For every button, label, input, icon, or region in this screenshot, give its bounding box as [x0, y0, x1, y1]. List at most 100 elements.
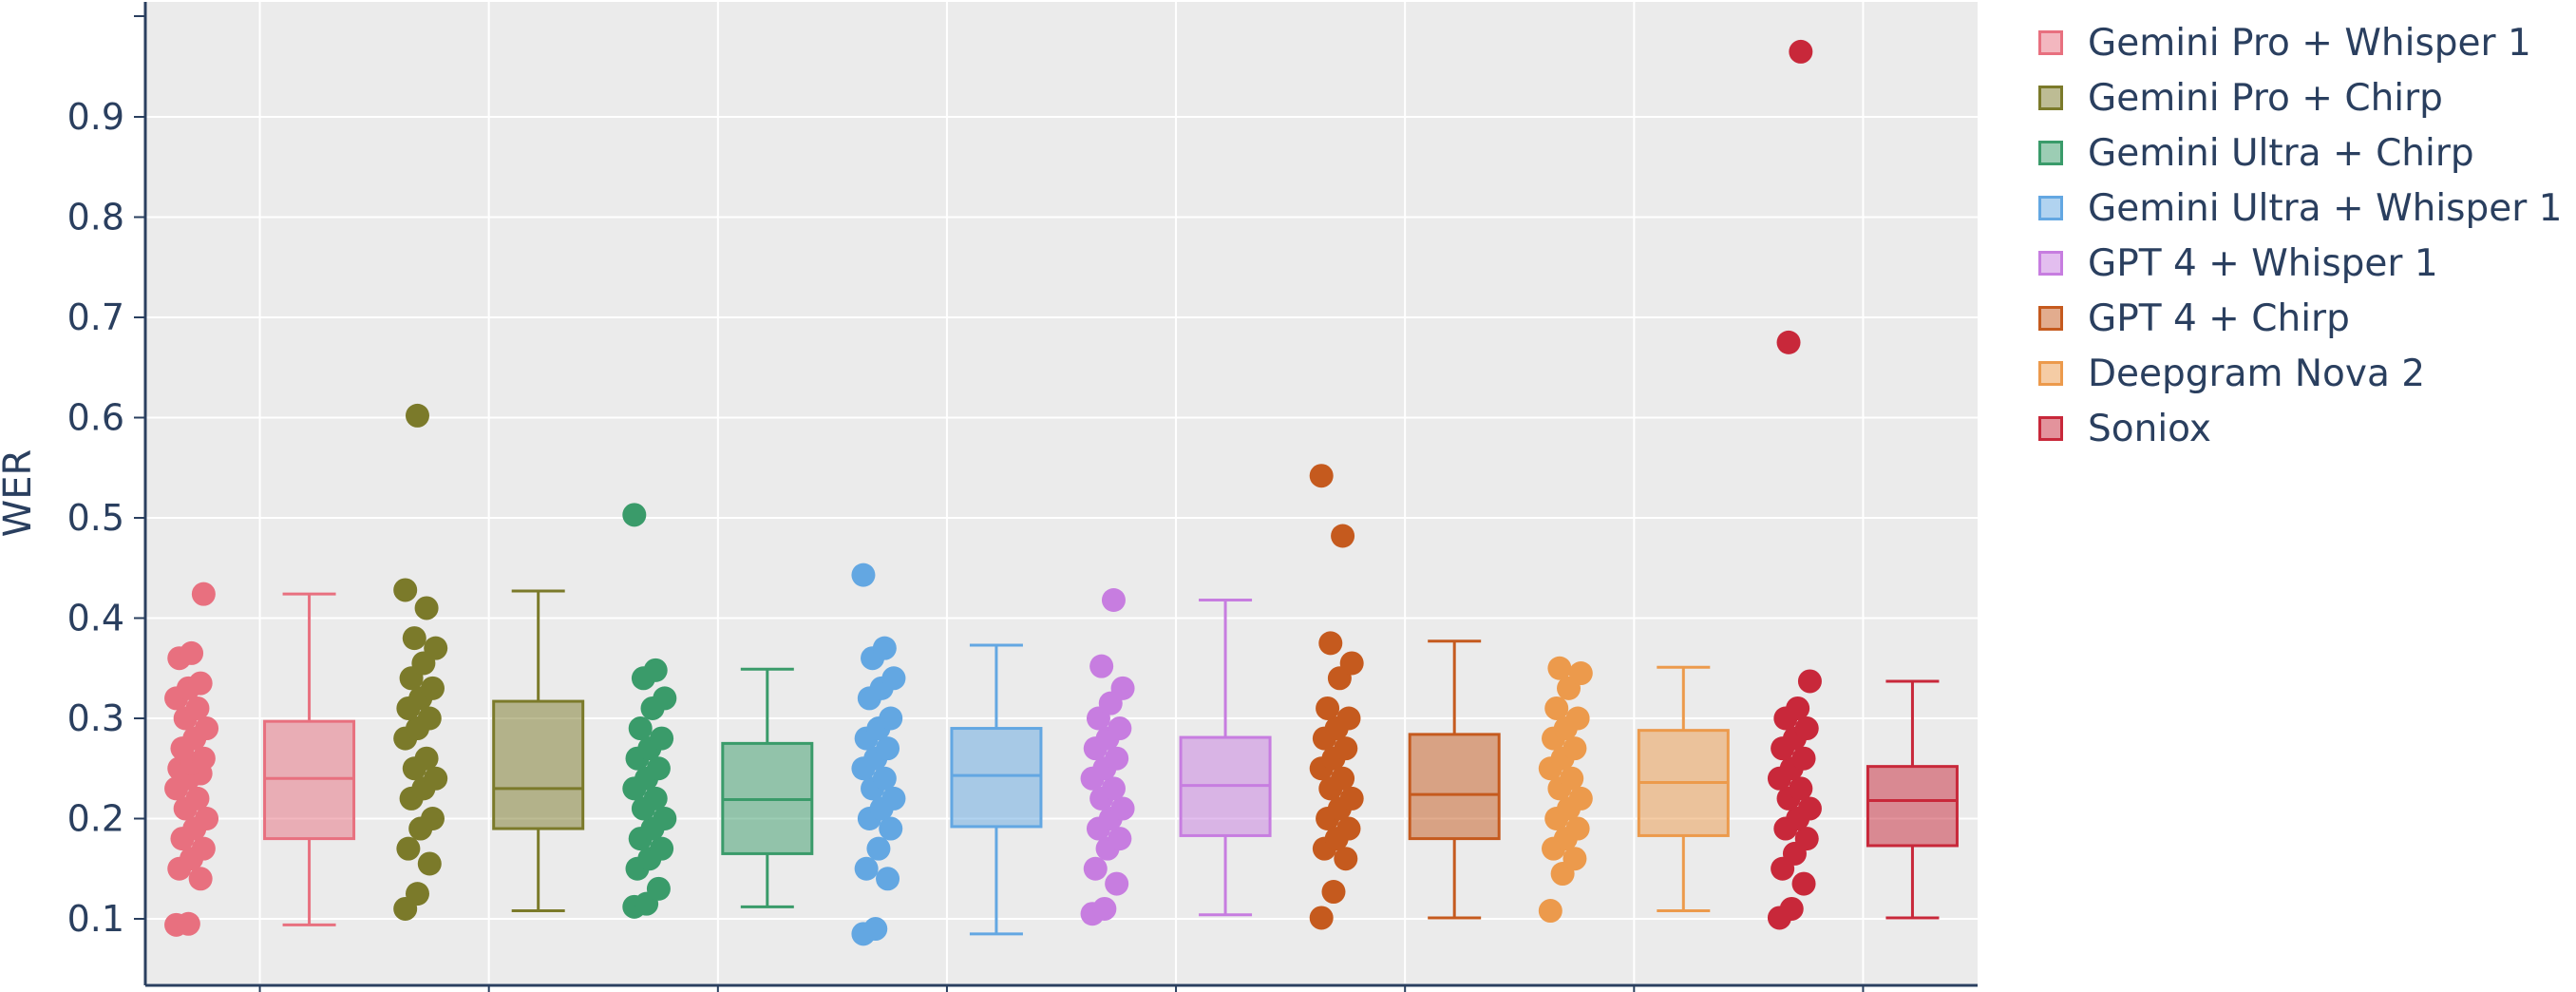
- data-point[interactable]: [881, 786, 906, 811]
- data-point[interactable]: [628, 716, 653, 741]
- data-point[interactable]: [1789, 39, 1813, 64]
- data-point[interactable]: [1334, 736, 1358, 761]
- data-point[interactable]: [650, 836, 674, 861]
- data-point[interactable]: [424, 766, 448, 791]
- data-point[interactable]: [1544, 696, 1569, 720]
- data-point[interactable]: [191, 582, 216, 606]
- legend-item[interactable]: GPT 4 + Whisper 1: [2033, 236, 2563, 291]
- data-point[interactable]: [1309, 464, 1334, 488]
- data-point[interactable]: [1110, 676, 1135, 700]
- data-point[interactable]: [1316, 696, 1340, 720]
- data-point[interactable]: [622, 503, 647, 527]
- legend-item[interactable]: GPT 4 + Chirp: [2033, 291, 2563, 346]
- data-point[interactable]: [646, 876, 671, 901]
- data-point[interactable]: [1568, 786, 1593, 811]
- data-point[interactable]: [876, 867, 900, 891]
- box-iqr[interactable]: [950, 727, 1043, 829]
- data-point[interactable]: [1309, 906, 1334, 930]
- data-point[interactable]: [1794, 827, 1819, 851]
- data-point[interactable]: [176, 911, 200, 936]
- data-point[interactable]: [1336, 816, 1361, 841]
- data-point[interactable]: [191, 746, 216, 771]
- data-point[interactable]: [1092, 896, 1117, 921]
- data-point[interactable]: [1794, 716, 1819, 741]
- data-point[interactable]: [420, 676, 445, 700]
- data-point[interactable]: [879, 706, 903, 731]
- data-point[interactable]: [414, 746, 439, 771]
- data-point[interactable]: [420, 807, 445, 830]
- data-point[interactable]: [180, 640, 204, 665]
- data-point[interactable]: [1786, 696, 1810, 720]
- box-iqr[interactable]: [1408, 733, 1501, 841]
- legend-item[interactable]: Deepgram Nova 2: [2033, 346, 2563, 401]
- data-point[interactable]: [1538, 899, 1563, 924]
- data-point[interactable]: [414, 596, 439, 620]
- data-point[interactable]: [876, 736, 900, 761]
- data-point[interactable]: [1339, 651, 1364, 676]
- legend-item[interactable]: Gemini Ultra + Whisper 1: [2033, 181, 2563, 236]
- legend-item[interactable]: Gemini Ultra + Chirp: [2033, 125, 2563, 181]
- data-point[interactable]: [1797, 669, 1822, 694]
- data-point[interactable]: [417, 851, 442, 876]
- legend-item[interactable]: Soniox: [2033, 401, 2563, 456]
- data-point[interactable]: [881, 666, 906, 691]
- data-point[interactable]: [1791, 871, 1816, 896]
- data-point[interactable]: [1560, 766, 1584, 791]
- data-point[interactable]: [653, 807, 677, 830]
- data-point[interactable]: [424, 636, 448, 660]
- data-point[interactable]: [1101, 588, 1126, 613]
- data-point[interactable]: [1797, 796, 1822, 821]
- data-point[interactable]: [1568, 661, 1593, 686]
- data-point[interactable]: [393, 578, 418, 602]
- data-point[interactable]: [1083, 856, 1108, 881]
- data-point[interactable]: [1105, 746, 1129, 771]
- data-point[interactable]: [402, 626, 426, 651]
- data-point[interactable]: [188, 671, 213, 696]
- data-point[interactable]: [1331, 524, 1355, 548]
- data-point[interactable]: [863, 917, 888, 942]
- data-point[interactable]: [405, 882, 429, 906]
- data-point[interactable]: [872, 766, 897, 791]
- data-point[interactable]: [643, 786, 668, 811]
- data-point[interactable]: [1334, 847, 1358, 871]
- data-point[interactable]: [405, 403, 429, 428]
- data-point[interactable]: [1563, 736, 1587, 761]
- data-point[interactable]: [417, 706, 442, 731]
- data-point[interactable]: [1789, 776, 1813, 801]
- data-point[interactable]: [188, 867, 213, 891]
- data-point[interactable]: [396, 836, 421, 861]
- data-point[interactable]: [1105, 871, 1129, 896]
- box-iqr[interactable]: [1866, 765, 1959, 848]
- data-point[interactable]: [185, 696, 210, 720]
- data-point[interactable]: [1108, 827, 1132, 851]
- data-point[interactable]: [1547, 656, 1572, 680]
- data-point[interactable]: [1565, 706, 1590, 731]
- data-point[interactable]: [1776, 330, 1801, 354]
- data-point[interactable]: [1110, 796, 1135, 821]
- legend-item[interactable]: Gemini Pro + Whisper 1: [2033, 15, 2563, 70]
- data-point[interactable]: [1089, 654, 1114, 678]
- data-point[interactable]: [195, 716, 219, 741]
- data-point[interactable]: [1779, 896, 1804, 921]
- data-point[interactable]: [1336, 706, 1361, 731]
- data-point[interactable]: [646, 756, 671, 781]
- data-point[interactable]: [1331, 766, 1355, 791]
- data-point[interactable]: [191, 836, 216, 861]
- data-point[interactable]: [1101, 776, 1126, 801]
- data-point[interactable]: [1565, 816, 1590, 841]
- data-point[interactable]: [851, 563, 876, 587]
- data-point[interactable]: [653, 686, 677, 711]
- data-point[interactable]: [872, 636, 897, 660]
- data-point[interactable]: [1791, 746, 1816, 771]
- data-point[interactable]: [1318, 631, 1343, 656]
- data-point[interactable]: [854, 856, 879, 881]
- data-point[interactable]: [195, 807, 219, 830]
- data-point[interactable]: [1108, 716, 1132, 741]
- box-iqr[interactable]: [492, 699, 585, 830]
- data-point[interactable]: [650, 726, 674, 751]
- box-iqr[interactable]: [263, 719, 356, 841]
- data-point[interactable]: [879, 816, 903, 841]
- data-point[interactable]: [1321, 880, 1346, 905]
- data-point[interactable]: [185, 786, 210, 811]
- data-point[interactable]: [1339, 786, 1364, 811]
